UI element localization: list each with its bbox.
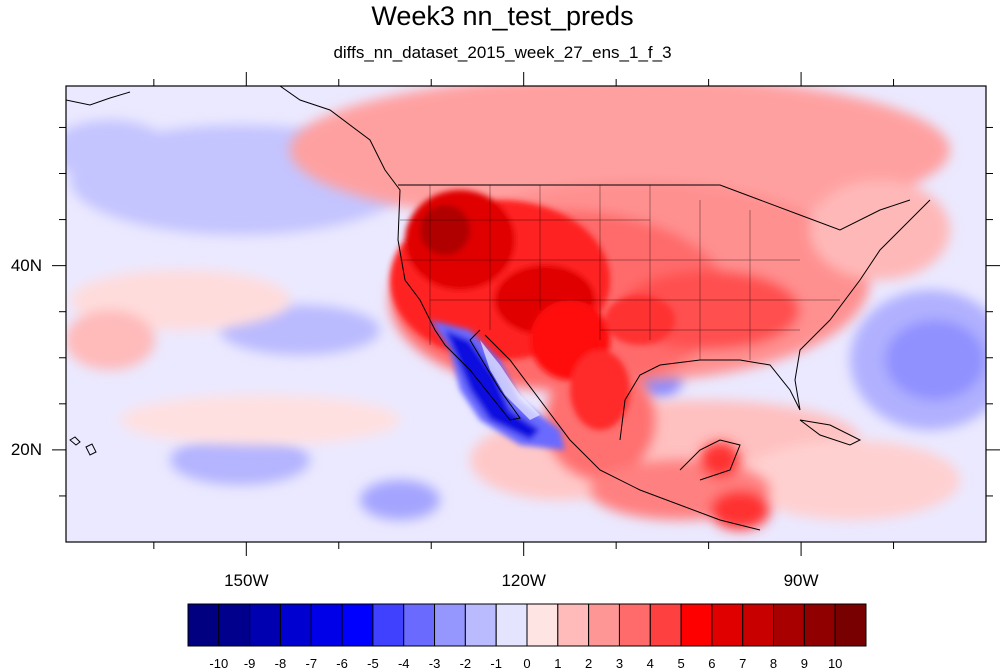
colorbar-label: 4 bbox=[646, 656, 654, 671]
colorbar-swatch bbox=[218, 603, 251, 647]
map-title: Week3 nn_test_preds bbox=[371, 1, 634, 31]
colorbar-swatch bbox=[711, 603, 744, 647]
x-tick-label: 90W bbox=[783, 571, 819, 590]
coastlines bbox=[66, 86, 931, 531]
colorbar-label: -3 bbox=[428, 656, 441, 671]
colorbar-swatch bbox=[680, 603, 713, 647]
colorbar-label: 1 bbox=[554, 656, 562, 671]
hot-core bbox=[390, 190, 675, 430]
colorbar-label: 0 bbox=[523, 656, 531, 671]
colorbar-label: 6 bbox=[708, 656, 716, 671]
map-subtitle: diffs_nn_dataset_2015_week_27_ens_1_f_3 bbox=[333, 43, 672, 62]
state-boundaries bbox=[400, 185, 840, 360]
colorbar-swatch bbox=[649, 603, 682, 647]
colorbar-label: -9 bbox=[243, 656, 256, 671]
plot-frame bbox=[65, 85, 987, 543]
colorbar-swatch bbox=[742, 603, 775, 647]
colorbar-label: -7 bbox=[305, 656, 318, 671]
colorbar-label: 2 bbox=[585, 656, 593, 671]
colorbar-label: -6 bbox=[336, 656, 348, 671]
colorbar-swatch bbox=[495, 603, 528, 647]
y-tick-label: 40N bbox=[10, 255, 42, 275]
colorbar-label: -2 bbox=[459, 656, 472, 671]
x-tick-label: 150W bbox=[224, 571, 269, 590]
colorbar-label: 8 bbox=[769, 656, 778, 671]
colorbar-label: 7 bbox=[739, 656, 747, 671]
colorbar-swatch bbox=[249, 603, 281, 647]
colorbar-label: 3 bbox=[615, 656, 624, 671]
coastal-strip bbox=[480, 340, 540, 420]
colorbar-label: -10 bbox=[209, 656, 229, 671]
colorbar-label: -5 bbox=[367, 656, 379, 671]
x-tick-label: 120W bbox=[501, 571, 546, 590]
colorbar-swatch bbox=[834, 603, 867, 647]
colorbar-label: 5 bbox=[677, 656, 685, 671]
anomaly-field bbox=[66, 86, 986, 542]
colorbar-swatch bbox=[187, 603, 220, 647]
colorbar-swatch bbox=[618, 603, 651, 647]
colorbar-swatch bbox=[434, 603, 466, 647]
colorbar-swatch bbox=[310, 603, 343, 647]
axis-ticks bbox=[52, 72, 1000, 556]
colorbar-label: 10 bbox=[827, 656, 843, 671]
colorbar-swatch bbox=[341, 603, 374, 647]
colorbar-swatch bbox=[803, 603, 836, 647]
colorbar-swatch bbox=[279, 603, 312, 647]
colorbar-swatch bbox=[372, 603, 405, 647]
colorbar-label: -4 bbox=[397, 656, 410, 671]
colorbar-label: -1 bbox=[490, 656, 502, 671]
colorbar-swatch bbox=[526, 603, 559, 647]
colorbar-label: 9 bbox=[800, 656, 808, 671]
colorbar-swatch bbox=[464, 603, 497, 647]
y-tick-label: 20N bbox=[10, 439, 42, 459]
colorbar-swatch bbox=[588, 603, 620, 647]
colorbar-swatch bbox=[403, 603, 436, 647]
colorbar-swatch bbox=[773, 603, 805, 647]
colorbar bbox=[187, 603, 867, 647]
colorbar-label: -8 bbox=[274, 656, 287, 671]
colorbar-swatch bbox=[557, 603, 590, 647]
